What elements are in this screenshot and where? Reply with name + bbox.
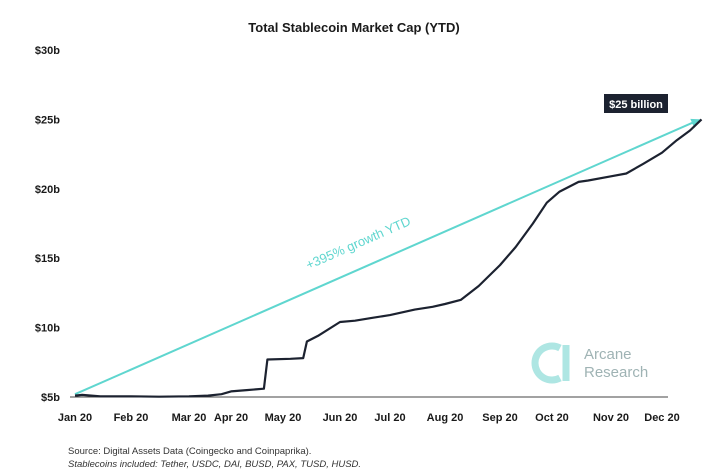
series-group	[74, 118, 703, 398]
end-label-text: $25 billion	[609, 99, 663, 111]
chart-title: Total Stablecoin Market Cap (YTD)	[248, 20, 459, 35]
y-axis-ticks: $5b $10b $15b $20b $25b $30b	[35, 45, 60, 404]
x-tick-label: Jan 20	[58, 412, 92, 424]
logo-text-research: Research	[584, 364, 648, 381]
series-line	[74, 118, 703, 398]
x-axis-ticks: Jan 20 Feb 20 Mar 20 Apr 20 May 20 Jun 20 Jul …	[58, 412, 680, 424]
x-tick-label: Oct 20	[535, 412, 569, 424]
end-label-box	[604, 94, 668, 113]
growth-label: +395% growth YTD	[304, 213, 413, 272]
stablecoins-note: Stablecoins included: Tether, USDC, DAI,…	[68, 459, 362, 470]
logo-text-arcane: Arcane	[584, 346, 632, 363]
logo-mark	[531, 342, 562, 384]
x-tick-label: Sep 20	[482, 412, 517, 424]
x-tick-label: Jul 20	[374, 412, 405, 424]
y-tick-label: $30b	[35, 45, 60, 57]
x-tick-label: Dec 20	[644, 412, 679, 424]
y-tick-label: $10b	[35, 323, 60, 335]
x-tick-label: Aug 20	[427, 412, 464, 424]
end-value-label: $25 billion	[604, 94, 668, 113]
x-tick-label: Feb 20	[114, 412, 149, 424]
y-tick-label: $20b	[35, 184, 60, 196]
x-tick-label: Apr 20	[214, 412, 248, 424]
y-tick-label: $5b	[41, 392, 60, 404]
y-tick-label: $15b	[35, 253, 60, 265]
x-tick-label: Mar 20	[172, 412, 207, 424]
source-note: Source: Digital Assets Data (Coingecko a…	[68, 446, 312, 457]
y-tick-label: $25b	[35, 114, 60, 126]
x-tick-label: Nov 20	[593, 412, 629, 424]
growth-arrow-line	[74, 120, 696, 396]
x-tick-label: Jun 20	[323, 412, 358, 424]
x-tick-label: May 20	[265, 412, 302, 424]
